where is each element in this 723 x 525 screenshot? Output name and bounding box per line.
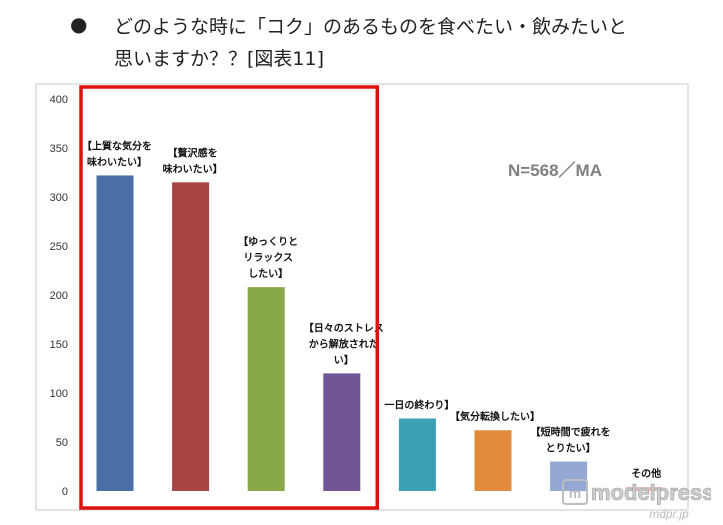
category-label: 【上質な気分を味わいたい】: [82, 139, 152, 168]
category-label: 【贅沢感を味わいたい】: [163, 146, 223, 175]
modelpress-watermark: m modelpress mdpr.jp: [562, 479, 711, 521]
y-tick-label: 50: [56, 437, 68, 449]
y-tick-label: 100: [50, 388, 68, 400]
y-tick-label: 300: [50, 192, 68, 204]
bars: [96, 175, 663, 492]
header: ● どのような時に「コク」のあるものを食べたい・飲みたいと 思いますか？？[図表…: [0, 0, 723, 80]
bar: [323, 373, 361, 491]
category-label: 【短時間で疲れをとりたい】: [531, 426, 611, 455]
y-tick-label: 250: [50, 241, 68, 253]
bar-chart: 0 50 100 150 200 250 300 350 400 【上質な気分を味わいたい】【贅…: [35, 83, 689, 511]
bullet-icon: ●: [70, 12, 88, 36]
question-title-line-1: どのような時に「コク」のあるものを食べたい・飲みたいと: [114, 16, 628, 38]
category-label: 【気分転換したい】: [450, 410, 540, 423]
bar: [474, 430, 512, 491]
category-label: 【ゆっくりとリラックスしたい】: [238, 235, 298, 280]
highlight-box: [79, 85, 380, 510]
bar: [247, 287, 285, 491]
bar: [550, 461, 588, 491]
sample-size-annotation: N=568／MA: [508, 160, 602, 180]
y-tick-label: 200: [50, 290, 68, 302]
watermark-subtext: mdpr.jp: [649, 507, 689, 521]
category-label: その他: [631, 467, 661, 480]
category-label: 【日々のストレスから解放されたい】: [304, 321, 384, 366]
bar: [96, 175, 134, 491]
y-axis: 0 50 100 150 200 250 300 350 400: [50, 94, 68, 498]
category-labels: 【上質な気分を味わいたい】【贅沢感を味わいたい】【ゆっくりとリラックスしたい】【…: [82, 139, 661, 480]
y-tick-label: 400: [50, 94, 68, 106]
question-title-line-2: 思いますか？？[図表11]: [114, 48, 325, 70]
bar: [398, 418, 436, 491]
y-tick-label: 350: [50, 143, 68, 155]
bar: [172, 182, 210, 492]
plot-frame: [35, 83, 689, 511]
category-label: 一日の終わり】: [384, 398, 454, 411]
bar: [625, 487, 663, 491]
y-tick-label: 0: [62, 486, 68, 498]
watermark-text: modelpress: [591, 480, 711, 505]
svg-text:m: m: [569, 485, 581, 501]
y-tick-label: 150: [50, 339, 68, 351]
